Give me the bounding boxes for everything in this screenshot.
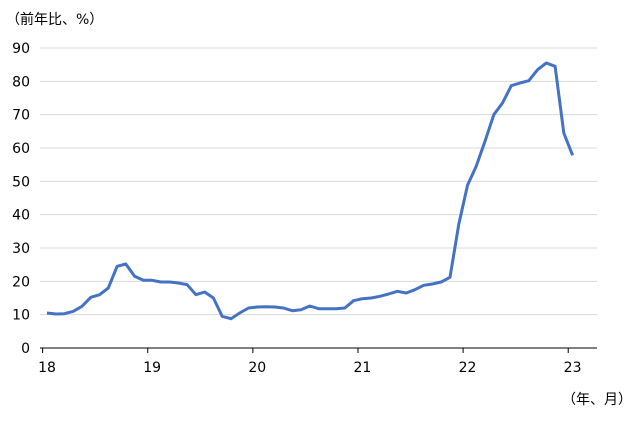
y-tick-label: 10 (12, 308, 30, 324)
y-tick-label: 70 (12, 108, 30, 124)
y-axis-label: （前年比、%） (6, 11, 103, 28)
x-tick-label: 22 (459, 360, 477, 376)
y-tick-label: 60 (12, 141, 30, 157)
x-tick-label: 20 (248, 360, 266, 376)
y-tick-label: 0 (21, 341, 30, 357)
y-tick-label: 80 (12, 74, 30, 90)
y-tick-label: 90 (12, 41, 30, 57)
series-line (47, 63, 573, 319)
x-tick-label: 19 (143, 360, 161, 376)
x-tick-label: 18 (38, 360, 56, 376)
x-tick-label: 23 (564, 360, 582, 376)
y-tick-label: 20 (12, 274, 30, 290)
y-tick-label: 30 (12, 241, 30, 257)
x-tick-label: 21 (353, 360, 371, 376)
y-tick-label: 50 (12, 174, 30, 190)
x-axis-label: （年、月） (562, 392, 632, 408)
y-tick-label: 40 (12, 208, 30, 224)
